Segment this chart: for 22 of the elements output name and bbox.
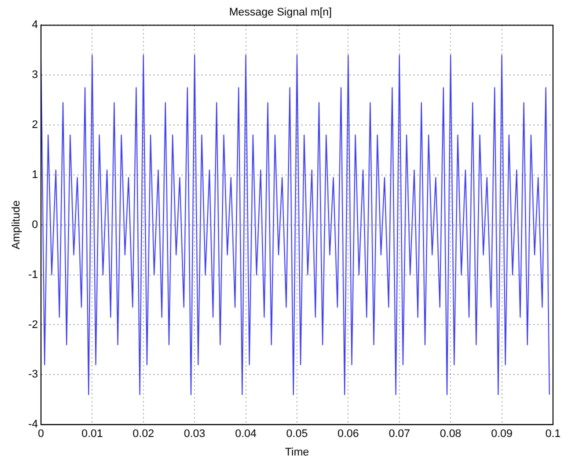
x-tick-label: 0.08 — [440, 428, 462, 440]
x-tick-label: 0.1 — [545, 428, 561, 440]
x-tick-label: 0.03 — [184, 428, 206, 440]
y-tick-label: 1 — [32, 169, 38, 182]
y-tick-label: 4 — [32, 19, 38, 32]
y-tick-label: -1 — [28, 268, 38, 281]
chart-title: Message Signal m[n] — [229, 6, 332, 19]
y-tick-label: 2 — [32, 119, 38, 132]
x-tick-label: 0.04 — [235, 428, 256, 440]
x-tick-label: 0.01 — [81, 428, 103, 440]
x-tick-label: 0.09 — [491, 428, 513, 440]
x-tick-label: 0.02 — [132, 428, 154, 440]
x-axis-title: Time — [284, 446, 310, 458]
y-tick-label: -3 — [28, 368, 38, 381]
y-tick-label: -2 — [28, 318, 38, 331]
y-tick-label: 0 — [32, 218, 38, 231]
y-axis-title: Amplitude — [10, 200, 23, 250]
x-tick-label: 0.07 — [388, 428, 410, 440]
y-tick-label: 3 — [32, 69, 38, 82]
x-tick-label: 0.05 — [286, 428, 308, 440]
y-tick-label: -4 — [28, 418, 38, 431]
x-tick-label: 0.06 — [337, 428, 359, 440]
